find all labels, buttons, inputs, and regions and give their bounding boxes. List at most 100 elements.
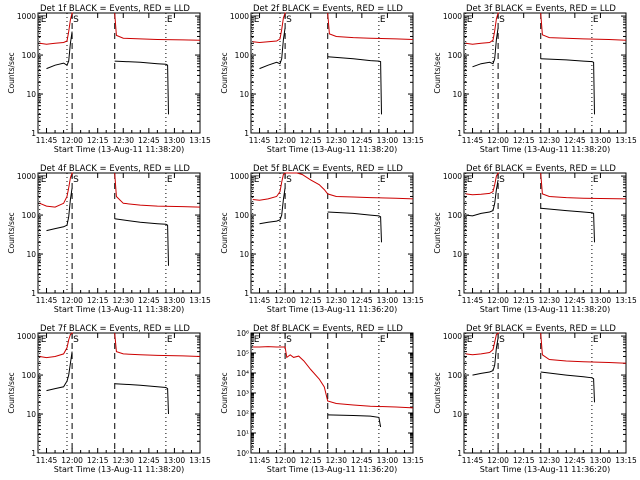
events-series-line — [472, 27, 499, 68]
marker-label: E — [41, 335, 47, 345]
y-axis-label: Counts/sec — [433, 52, 442, 93]
x-tick-label: 12:15 — [87, 136, 109, 145]
x-tick-label: 12:45 — [564, 136, 586, 145]
lld-series-line — [327, 12, 414, 40]
y-tick-label: 1 — [457, 129, 462, 138]
events-series-line — [46, 351, 73, 392]
y-tick-label: 10⁴ — [236, 369, 249, 378]
y-tick-label: 1000 — [17, 172, 36, 181]
y-tick-label: 10⁵ — [236, 349, 249, 358]
lld-series-line — [465, 332, 499, 356]
events-series-line — [327, 56, 382, 115]
marker-label: E — [467, 335, 473, 345]
marker-label: E — [593, 15, 599, 25]
x-tick-label: 13:00 — [377, 136, 399, 145]
y-tick-label: 10 — [26, 90, 36, 99]
y-axis-label: Counts/sec — [433, 212, 442, 253]
x-tick-label: 13:15 — [615, 296, 637, 305]
y-tick-label: 10 — [452, 410, 462, 419]
x-tick-label: 11:45 — [249, 296, 271, 305]
marker-label: E — [254, 175, 260, 185]
x-tick-label: 12:00 — [274, 456, 296, 465]
marker-label: E — [380, 175, 386, 185]
x-tick-label: 13:15 — [402, 136, 424, 145]
y-tick-label: 10¹ — [236, 429, 249, 438]
x-tick-label: 12:45 — [138, 296, 160, 305]
marker-label: E — [254, 15, 260, 25]
events-series-line — [114, 218, 169, 266]
lld-series-line — [540, 172, 627, 200]
x-tick-label: 13:15 — [189, 296, 211, 305]
y-axis-label: Counts/sec — [220, 372, 229, 413]
x-tick-label: 13:00 — [590, 456, 612, 465]
x-tick-label: 12:30 — [325, 456, 347, 465]
x-tick-label: 12:00 — [487, 296, 509, 305]
x-tick-label: 11:45 — [249, 456, 271, 465]
x-tick-label: 12:00 — [61, 296, 83, 305]
x-tick-label: 13:00 — [164, 136, 186, 145]
x-axis-label: Start Time (13-Aug-11 11:38:20) — [267, 145, 398, 154]
y-tick-label: 1000 — [443, 172, 462, 181]
x-tick-label: 13:00 — [164, 456, 186, 465]
x-tick-label: 12:45 — [351, 136, 373, 145]
x-tick-label: 11:45 — [36, 296, 58, 305]
x-tick-label: 13:15 — [402, 456, 424, 465]
marker-label: E — [254, 335, 260, 345]
plot-frame — [250, 332, 414, 454]
x-tick-label: 11:45 — [462, 136, 484, 145]
plot-frame — [250, 172, 414, 294]
panel-title: Det 8f BLACK = Events, RED = LLD — [253, 324, 403, 334]
x-tick-label: 13:15 — [615, 456, 637, 465]
y-tick-label: 10² — [236, 409, 249, 418]
x-tick-label: 12:00 — [61, 136, 83, 145]
events-series-line — [259, 187, 286, 225]
x-tick-label: 12:00 — [274, 136, 296, 145]
x-axis-label: Start Time (13-Aug-11 11:36:20) — [267, 305, 398, 314]
y-axis-label: Counts/sec — [220, 52, 229, 93]
marker-label: E — [467, 15, 473, 25]
x-tick-label: 12:45 — [564, 296, 586, 305]
panel-title: Det 2f BLACK = Events, RED = LLD — [253, 4, 403, 14]
x-tick-label: 12:30 — [112, 456, 134, 465]
y-tick-label: 100 — [235, 211, 250, 220]
x-tick-label: 12:45 — [351, 456, 373, 465]
x-tick-label: 12:15 — [87, 296, 109, 305]
panel-title: Det 3f BLACK = Events, RED = LLD — [466, 4, 616, 14]
lld-series-line — [114, 12, 201, 41]
y-tick-label: 1000 — [230, 12, 249, 21]
lld-series-line — [114, 332, 201, 357]
events-series-line — [465, 179, 499, 217]
events-series-line — [472, 337, 499, 376]
y-tick-label: 1000 — [230, 172, 249, 181]
x-tick-label: 12:30 — [112, 136, 134, 145]
y-tick-label: 1000 — [443, 12, 462, 21]
panel-title: Det 5f BLACK = Events, RED = LLD — [253, 164, 403, 174]
marker-label: E — [41, 175, 47, 185]
y-tick-label: 1 — [244, 129, 249, 138]
y-tick-label: 1000 — [17, 332, 36, 341]
y-tick-label: 10 — [239, 90, 249, 99]
y-tick-label: 10 — [452, 250, 462, 259]
marker-label: E — [167, 175, 173, 185]
x-axis-label: Start Time (13-Aug-11 11:38:20) — [480, 305, 611, 314]
marker-label: E — [167, 15, 173, 25]
y-tick-label: 100 — [22, 371, 37, 380]
lld-series-line — [540, 332, 627, 364]
y-tick-label: 10 — [239, 250, 249, 259]
panel-title: Det 9f BLACK = Events, RED = LLD — [466, 324, 616, 334]
y-axis-label: Counts/sec — [7, 372, 16, 413]
events-series-line — [540, 207, 595, 243]
x-tick-label: 12:45 — [138, 456, 160, 465]
x-tick-label: 11:45 — [36, 136, 58, 145]
x-axis-label: Start Time (13-Aug-11 11:38:20) — [480, 145, 611, 154]
lld-series-line — [540, 12, 627, 41]
y-axis-label: Counts/sec — [7, 52, 16, 93]
marker-label: E — [41, 15, 47, 25]
x-tick-label: 11:45 — [462, 296, 484, 305]
lld-series-line — [465, 172, 499, 196]
